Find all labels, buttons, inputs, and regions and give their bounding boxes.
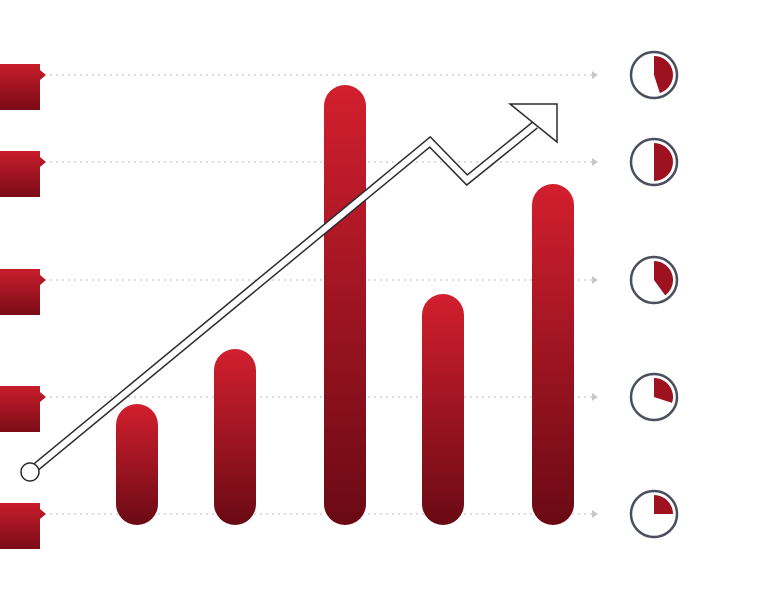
pie-wedge	[654, 495, 673, 514]
bar	[214, 349, 256, 525]
tag	[0, 151, 46, 197]
pie-icons	[629, 50, 679, 539]
grid-arrows	[592, 71, 598, 518]
pie-wedge	[654, 378, 673, 403]
bar	[422, 294, 464, 525]
pie-wedge	[654, 143, 673, 181]
bar	[532, 184, 574, 525]
bar	[324, 85, 366, 525]
tag	[0, 269, 46, 315]
bars	[116, 85, 574, 525]
trend-arrow	[20, 103, 558, 482]
tag	[0, 503, 46, 549]
pie-wedge	[654, 261, 674, 296]
tags	[0, 64, 46, 549]
tag	[0, 386, 46, 432]
pie-wedge	[654, 56, 674, 94]
bar	[116, 404, 158, 525]
tag	[0, 64, 46, 110]
